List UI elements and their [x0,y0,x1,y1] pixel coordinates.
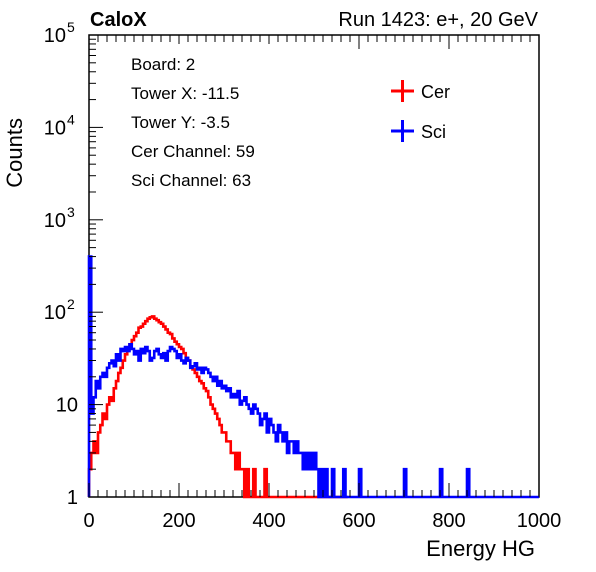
y-axis-label: Counts [2,118,27,188]
x-axis-label: Energy HG [426,536,535,561]
info-line-board: Board: 2 [131,55,195,74]
info-box-background [120,44,358,194]
x-tick-label-400: 400 [252,510,285,532]
y-tick-exponent-1000: 3 [67,204,75,220]
y-tick-label-10000: 10 [44,117,66,139]
info-box: Board: 2 Tower X: -11.5 Tower Y: -3.5 Ce… [131,55,255,190]
y-tick-exponent-10000: 4 [67,111,75,127]
y-tick-exponent-100: 2 [67,296,75,312]
x-tick-label-200: 200 [162,510,195,532]
legend: Cer Sci [391,80,450,142]
info-line-sci-channel: Sci Channel: 63 [131,171,251,190]
y-tick-exponent-100000: 5 [67,19,75,35]
header-right-label: Run 1423: e+, 20 GeV [338,9,538,31]
y-tick-label-1000: 10 [44,210,66,232]
info-line-tower-x: Tower X: -11.5 [131,84,239,103]
x-tick-label-1000: 1000 [517,510,562,532]
info-line-tower-y: Tower Y: -3.5 [131,113,230,132]
legend-cer-label: Cer [421,82,450,102]
x-tick-label-600: 600 [342,510,375,532]
y-tick-label-100000: 10 [44,25,66,47]
legend-sci-label: Sci [421,122,446,142]
y-tick-label-1: 1 [67,487,78,509]
header-left-label: CaloX [90,9,147,31]
y-tick-label-100: 10 [44,302,66,324]
y-tick-label-10: 10 [56,395,78,417]
info-line-cer-channel: Cer Channel: 59 [131,142,255,161]
series-sci-line [87,255,539,499]
x-tick-label-0: 0 [83,510,94,532]
x-tick-label-800: 800 [432,510,465,532]
